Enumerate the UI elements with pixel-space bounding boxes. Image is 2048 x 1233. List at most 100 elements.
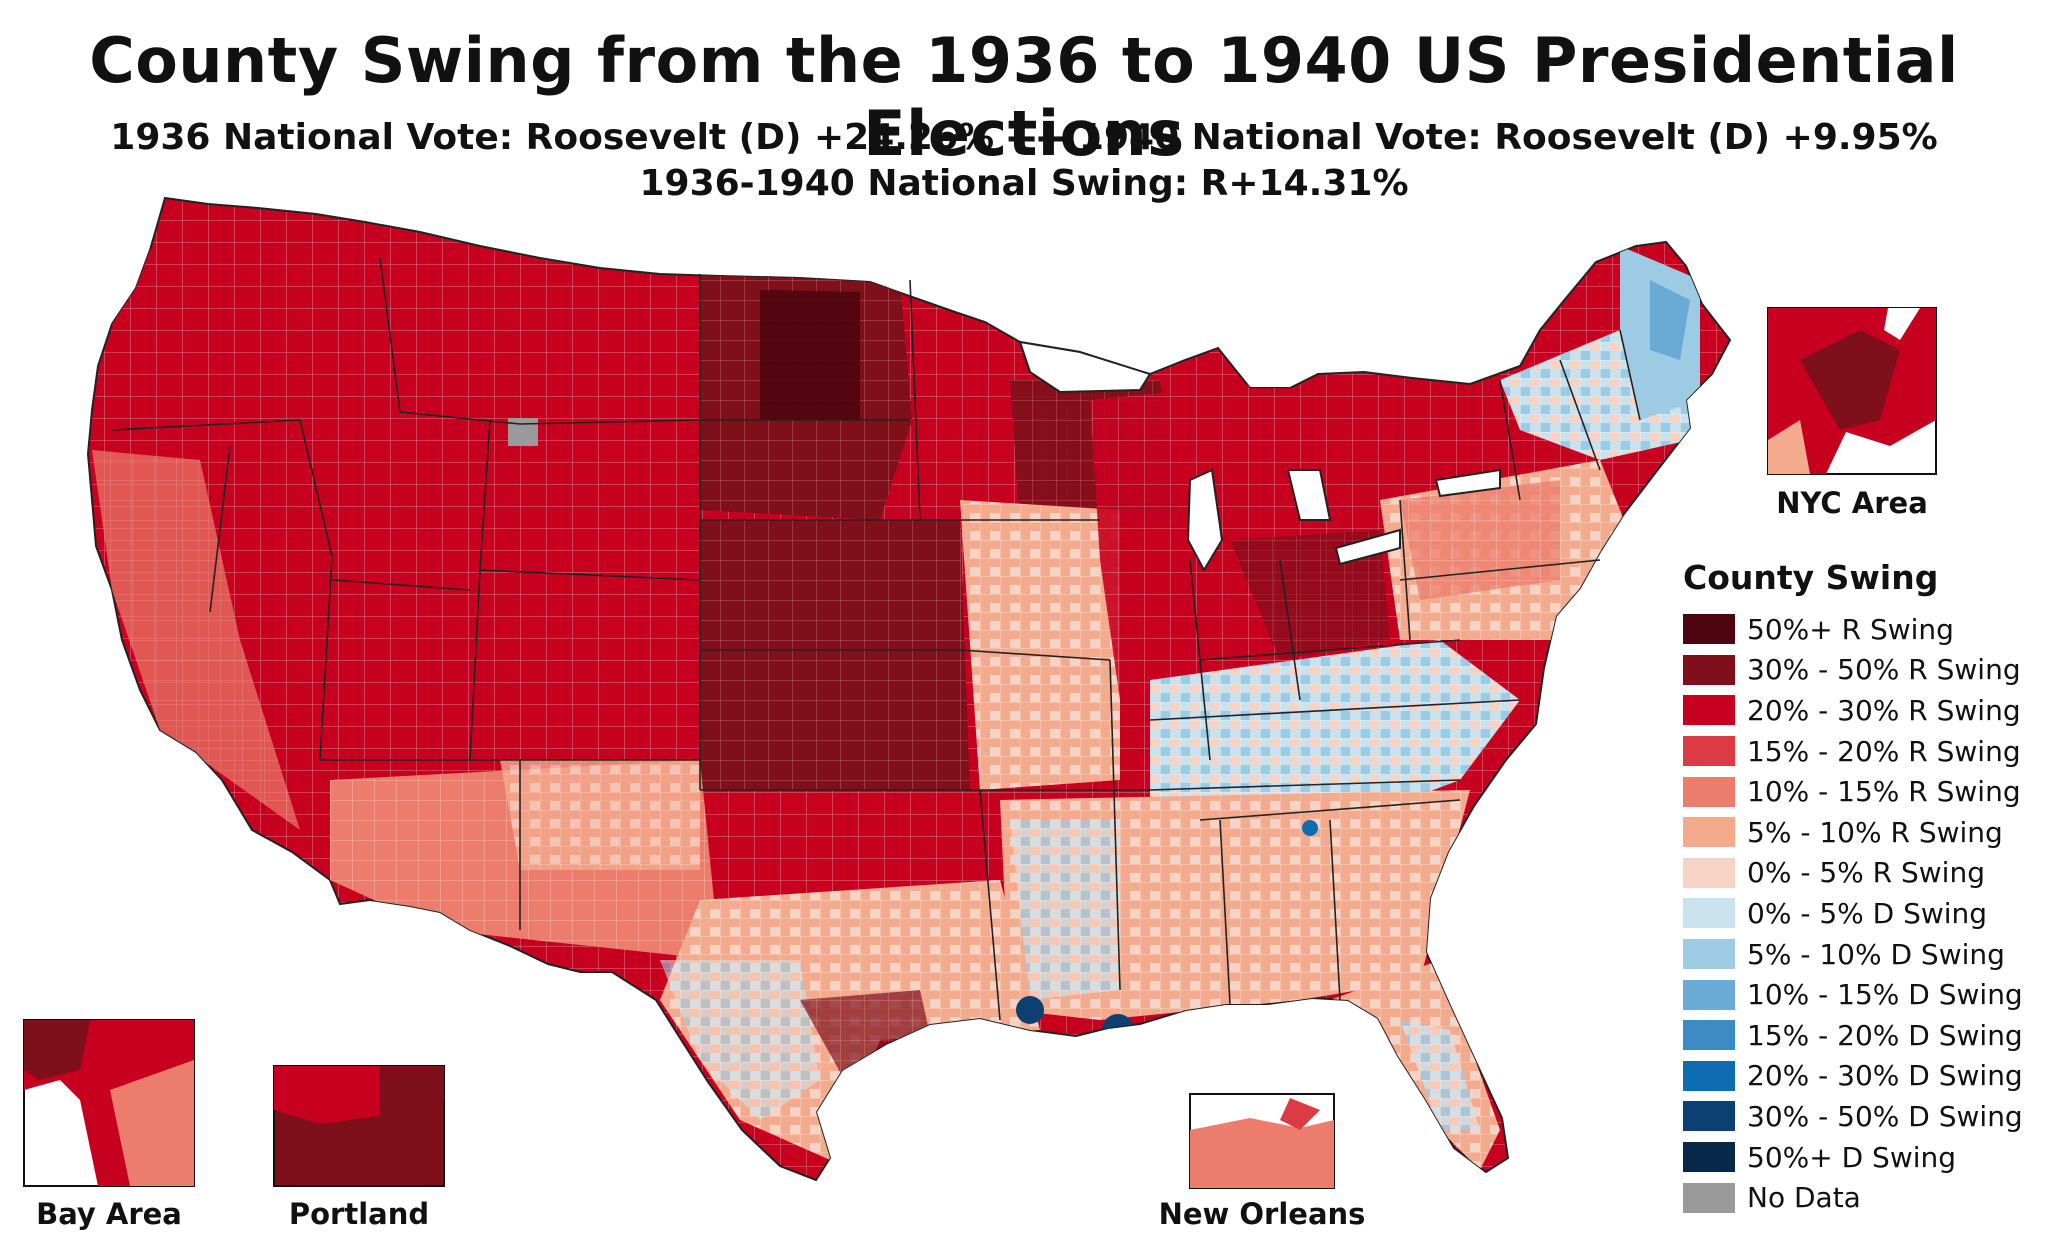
portland-inset xyxy=(273,1065,445,1187)
nyc-inset-brooklyn xyxy=(1800,330,1900,430)
legend-label: 50%+ R Swing xyxy=(1747,612,1954,646)
legend-item: 10% - 15% D Swing xyxy=(1683,974,2043,1015)
border-minnesota-west xyxy=(909,279,921,521)
border-utah-arizona xyxy=(331,579,471,591)
border-utah-colorado xyxy=(469,569,481,761)
legend-item: 15% - 20% D Swing xyxy=(1683,1015,2043,1056)
national-swing-subtitle: 1936-1940 National Swing: R+14.31% xyxy=(639,163,1409,204)
border-texas-east xyxy=(979,789,1001,1021)
border-idaho xyxy=(379,257,401,413)
bay-area-inset-marin xyxy=(24,1020,90,1080)
border-kentucky-north xyxy=(1199,639,1461,661)
legend-swatch xyxy=(1683,1182,1735,1213)
legend-label: 30% - 50% D Swing xyxy=(1747,1099,2023,1133)
region-new-mexico xyxy=(500,760,700,870)
border-montana-south xyxy=(399,411,701,425)
conus-map xyxy=(86,196,1732,1182)
legend-swatch xyxy=(1683,1020,1735,1051)
portland-inset-label: Portland xyxy=(288,1197,430,1231)
legend-label: 50%+ D Swing xyxy=(1747,1140,1957,1174)
new-orleans-inset-parish xyxy=(1280,1098,1320,1130)
map-title: County Swing from the 1936 to 1940 US Pr… xyxy=(89,24,1959,170)
legend-label: 20% - 30% D Swing xyxy=(1747,1059,2023,1093)
portland-inset-multnomah xyxy=(274,1066,380,1124)
legend-item: 20% - 30% D Swing xyxy=(1683,1056,2043,1097)
region-plains xyxy=(700,520,970,790)
legend-swatch xyxy=(1683,654,1735,685)
legend-label: No Data xyxy=(1747,1181,1861,1215)
border-mississippi-river xyxy=(1109,659,1121,991)
legend-item: No Data xyxy=(1683,1177,2043,1218)
new-orleans-inset-label: New Orleans xyxy=(1158,1197,1366,1231)
nyc-inset-water xyxy=(1884,308,1920,340)
lake-huron xyxy=(1286,469,1332,521)
region-oklahoma xyxy=(720,790,980,900)
border-missouri-north xyxy=(959,649,1111,661)
border-tennessee-north xyxy=(1149,699,1521,721)
legend-item: 30% - 50% R Swing xyxy=(1683,650,2043,691)
region-maine-core xyxy=(1650,280,1690,360)
state-borders xyxy=(111,257,1641,1021)
legend-label: 15% - 20% D Swing xyxy=(1747,1018,2023,1052)
legend-swatch xyxy=(1683,979,1735,1010)
legend-label: 5% - 10% R Swing xyxy=(1747,815,2003,849)
region-lake-charles xyxy=(1016,996,1044,1024)
lake-superior xyxy=(1018,340,1152,394)
legend-item: 50%+ D Swing xyxy=(1683,1137,2043,1178)
legend-swatch xyxy=(1683,1060,1735,1091)
region-no-data xyxy=(508,418,538,446)
border-oregon-california xyxy=(111,419,301,431)
region-ohio xyxy=(1230,530,1390,660)
legend-item: 5% - 10% R Swing xyxy=(1683,812,2043,853)
national-vote-subtitle: 1936 National Vote: Roosevelt (D) +24.26… xyxy=(110,117,1938,158)
region-california xyxy=(92,450,300,830)
lake-michigan xyxy=(1186,468,1224,573)
legend-swatch xyxy=(1683,614,1735,645)
legend-swatch xyxy=(1683,817,1735,848)
border-pennsylvania-west xyxy=(1399,499,1411,641)
new-orleans-inset xyxy=(1189,1093,1335,1189)
legend-item: 30% - 50% D Swing xyxy=(1683,1096,2043,1137)
legend-item: 5% - 10% D Swing xyxy=(1683,934,2043,975)
region-northwest xyxy=(112,236,400,430)
nyc-inset-label: NYC Area xyxy=(1776,486,1928,520)
legend-item: 50%+ R Swing xyxy=(1683,609,2043,650)
border-new-york-east xyxy=(1499,379,1521,501)
bay-area-inset-east xyxy=(110,1060,194,1186)
legend-swatch xyxy=(1683,898,1735,929)
lake-ontario xyxy=(1434,468,1501,498)
border-vermont-nh xyxy=(1559,359,1601,471)
lake-erie xyxy=(1334,528,1401,566)
nyc-inset-staten xyxy=(1768,420,1810,474)
legend-swatch xyxy=(1683,857,1735,888)
legend-swatch xyxy=(1683,1101,1735,1132)
legend-label: 10% - 15% D Swing xyxy=(1747,978,2023,1012)
legend-swatch xyxy=(1683,776,1735,807)
region-florida-east xyxy=(1400,1020,1480,1130)
legend-item: 0% - 5% D Swing xyxy=(1683,893,2043,934)
legend-label: 15% - 20% R Swing xyxy=(1747,734,2021,768)
legend-item: 10% - 15% R Swing xyxy=(1683,771,2043,812)
legend-item: 15% - 20% R Swing xyxy=(1683,731,2043,772)
border-south-line xyxy=(980,779,1461,791)
legend-swatch xyxy=(1683,736,1735,767)
legend-item: 20% - 30% R Swing xyxy=(1683,690,2043,731)
border-nevada-east xyxy=(299,419,333,761)
region-north-dakota-core xyxy=(760,290,860,420)
legend-swatch xyxy=(1683,1142,1735,1173)
bay-area-inset-label: Bay Area xyxy=(36,1197,182,1231)
nyc-inset xyxy=(1767,307,1937,475)
legend-label: 20% - 30% R Swing xyxy=(1747,693,2021,727)
legend-swatch xyxy=(1683,939,1735,970)
border-alabama-georgia xyxy=(1329,819,1341,1001)
border-mississippi-alabama xyxy=(1219,819,1231,1005)
border-maine-west xyxy=(1619,329,1641,421)
legend-rows: 50%+ R Swing 30% - 50% R Swing 20% - 30% R… xyxy=(1683,609,2043,1218)
legend-label: 10% - 15% R Swing xyxy=(1747,775,2021,809)
portland-inset-clark xyxy=(380,1066,444,1116)
legend-swatch xyxy=(1683,695,1735,726)
border-ohio-west xyxy=(1279,559,1301,701)
legend-label: 0% - 5% D Swing xyxy=(1747,896,1988,930)
